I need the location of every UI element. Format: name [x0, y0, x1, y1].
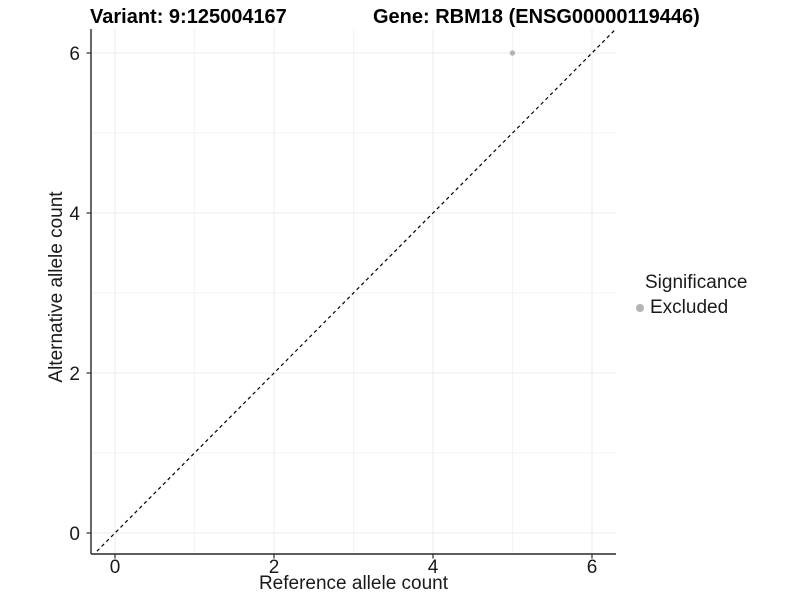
- y-tick-label: 2: [69, 364, 80, 385]
- identity-reference-line: [93, 29, 616, 554]
- legend-item-excluded: Excluded: [632, 297, 747, 319]
- y-tick-label: 6: [69, 44, 80, 65]
- legend-title: Significance: [645, 272, 748, 293]
- x-tick-label: 4: [428, 557, 439, 578]
- excluded-point-icon: [636, 304, 644, 312]
- legend-item-label: Excluded: [650, 297, 729, 318]
- x-tick-label: 2: [269, 557, 280, 578]
- x-tick-label: 0: [110, 557, 121, 578]
- data-point: [509, 50, 516, 56]
- y-axis-title: Alternative allele count: [46, 191, 67, 383]
- plot-title-variant: Variant: 9:125004167: [90, 6, 287, 28]
- legend: Significance Excluded: [632, 272, 747, 319]
- x-axis-title: Reference allele count: [258, 573, 449, 594]
- plot-title-gene: Gene: RBM18 (ENSG00000119446): [373, 6, 700, 28]
- x-tick-label: 6: [587, 557, 598, 578]
- y-tick-label: 0: [69, 524, 80, 545]
- y-tick-label: 4: [69, 204, 80, 225]
